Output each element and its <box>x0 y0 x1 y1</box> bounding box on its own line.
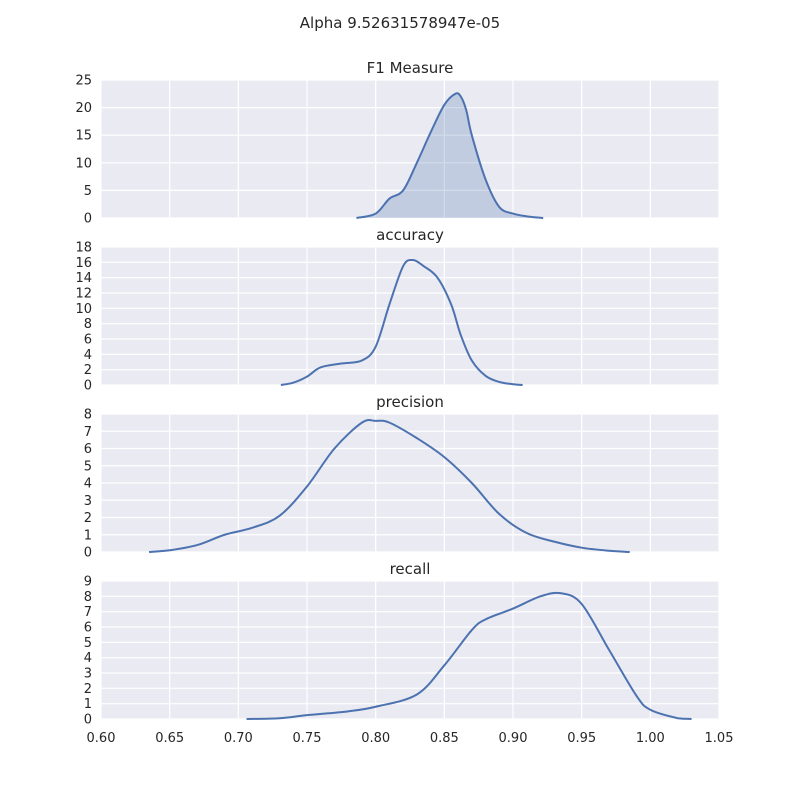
plot-background <box>101 247 719 385</box>
x-tick-label: 0.85 <box>430 731 459 746</box>
y-tick-label: 18 <box>75 241 92 256</box>
x-tick-label: 0.95 <box>567 731 596 746</box>
y-tick-label: 8 <box>84 317 92 332</box>
subplot-title: recall <box>390 560 431 578</box>
y-tick-label: 4 <box>84 477 92 492</box>
y-tick-label: 1 <box>84 528 92 543</box>
x-tick-label: 0.70 <box>224 731 253 746</box>
x-tick-label: 1.00 <box>636 731 665 746</box>
y-tick-label: 25 <box>75 74 92 89</box>
y-tick-label: 2 <box>84 511 92 526</box>
x-tick-label: 0.65 <box>155 731 184 746</box>
density-line <box>246 591 692 720</box>
y-tick-label: 14 <box>75 271 92 286</box>
y-tick-label: 5 <box>84 459 92 474</box>
plot-background <box>101 80 719 218</box>
y-tick-label: 10 <box>75 156 92 171</box>
figure-title: Alpha 9.52631578947e-05 <box>300 14 500 32</box>
y-tick-label: 6 <box>84 333 92 348</box>
y-tick-label: 5 <box>84 636 92 651</box>
y-tick-label: 6 <box>84 621 92 636</box>
y-tick-label: 15 <box>75 129 92 144</box>
y-tick-label: 10 <box>75 302 92 317</box>
y-tick-label: 20 <box>75 101 92 116</box>
y-tick-label: 6 <box>84 442 92 457</box>
y-tick-label: 2 <box>84 682 92 697</box>
subplot-title: accuracy <box>376 226 444 244</box>
x-tick-label: 0.90 <box>499 731 528 746</box>
x-tick-label: 0.60 <box>87 731 116 746</box>
y-tick-label: 0 <box>84 546 92 561</box>
y-tick-label: 7 <box>84 425 92 440</box>
density-line <box>148 419 630 553</box>
x-tick-label: 1.05 <box>705 731 734 746</box>
y-tick-label: 3 <box>84 494 92 509</box>
density-line <box>280 258 523 386</box>
x-tick-label: 0.80 <box>361 731 390 746</box>
y-tick-label: 4 <box>84 651 92 666</box>
y-tick-label: 0 <box>84 212 92 227</box>
y-tick-label: 16 <box>75 256 92 271</box>
y-tick-label: 5 <box>84 184 92 199</box>
y-tick-label: 3 <box>84 667 92 682</box>
density-line <box>356 92 544 219</box>
y-tick-label: 8 <box>84 408 92 423</box>
subplot-f1-measure: 0 5 10 15 20 25 F1 Measure <box>75 59 720 227</box>
subplot-title: precision <box>376 393 444 411</box>
y-tick-label: 0 <box>84 379 92 394</box>
subplot-title: F1 Measure <box>367 59 454 77</box>
y-tick-label: 12 <box>75 287 92 302</box>
y-tick-label: 2 <box>84 363 92 378</box>
y-tick-label: 8 <box>84 590 92 605</box>
y-tick-label: 9 <box>84 575 92 590</box>
x-tick-label: 0.75 <box>293 731 322 746</box>
plot-background <box>101 581 719 719</box>
density-fill <box>356 93 544 218</box>
y-tick-label: 7 <box>84 605 92 620</box>
subplot-precision: 0 1 2 3 4 5 6 7 8 precision <box>84 393 720 561</box>
y-tick-label: 1 <box>84 697 92 712</box>
y-tick-label: 4 <box>84 348 92 363</box>
y-tick-label: 0 <box>84 713 92 728</box>
